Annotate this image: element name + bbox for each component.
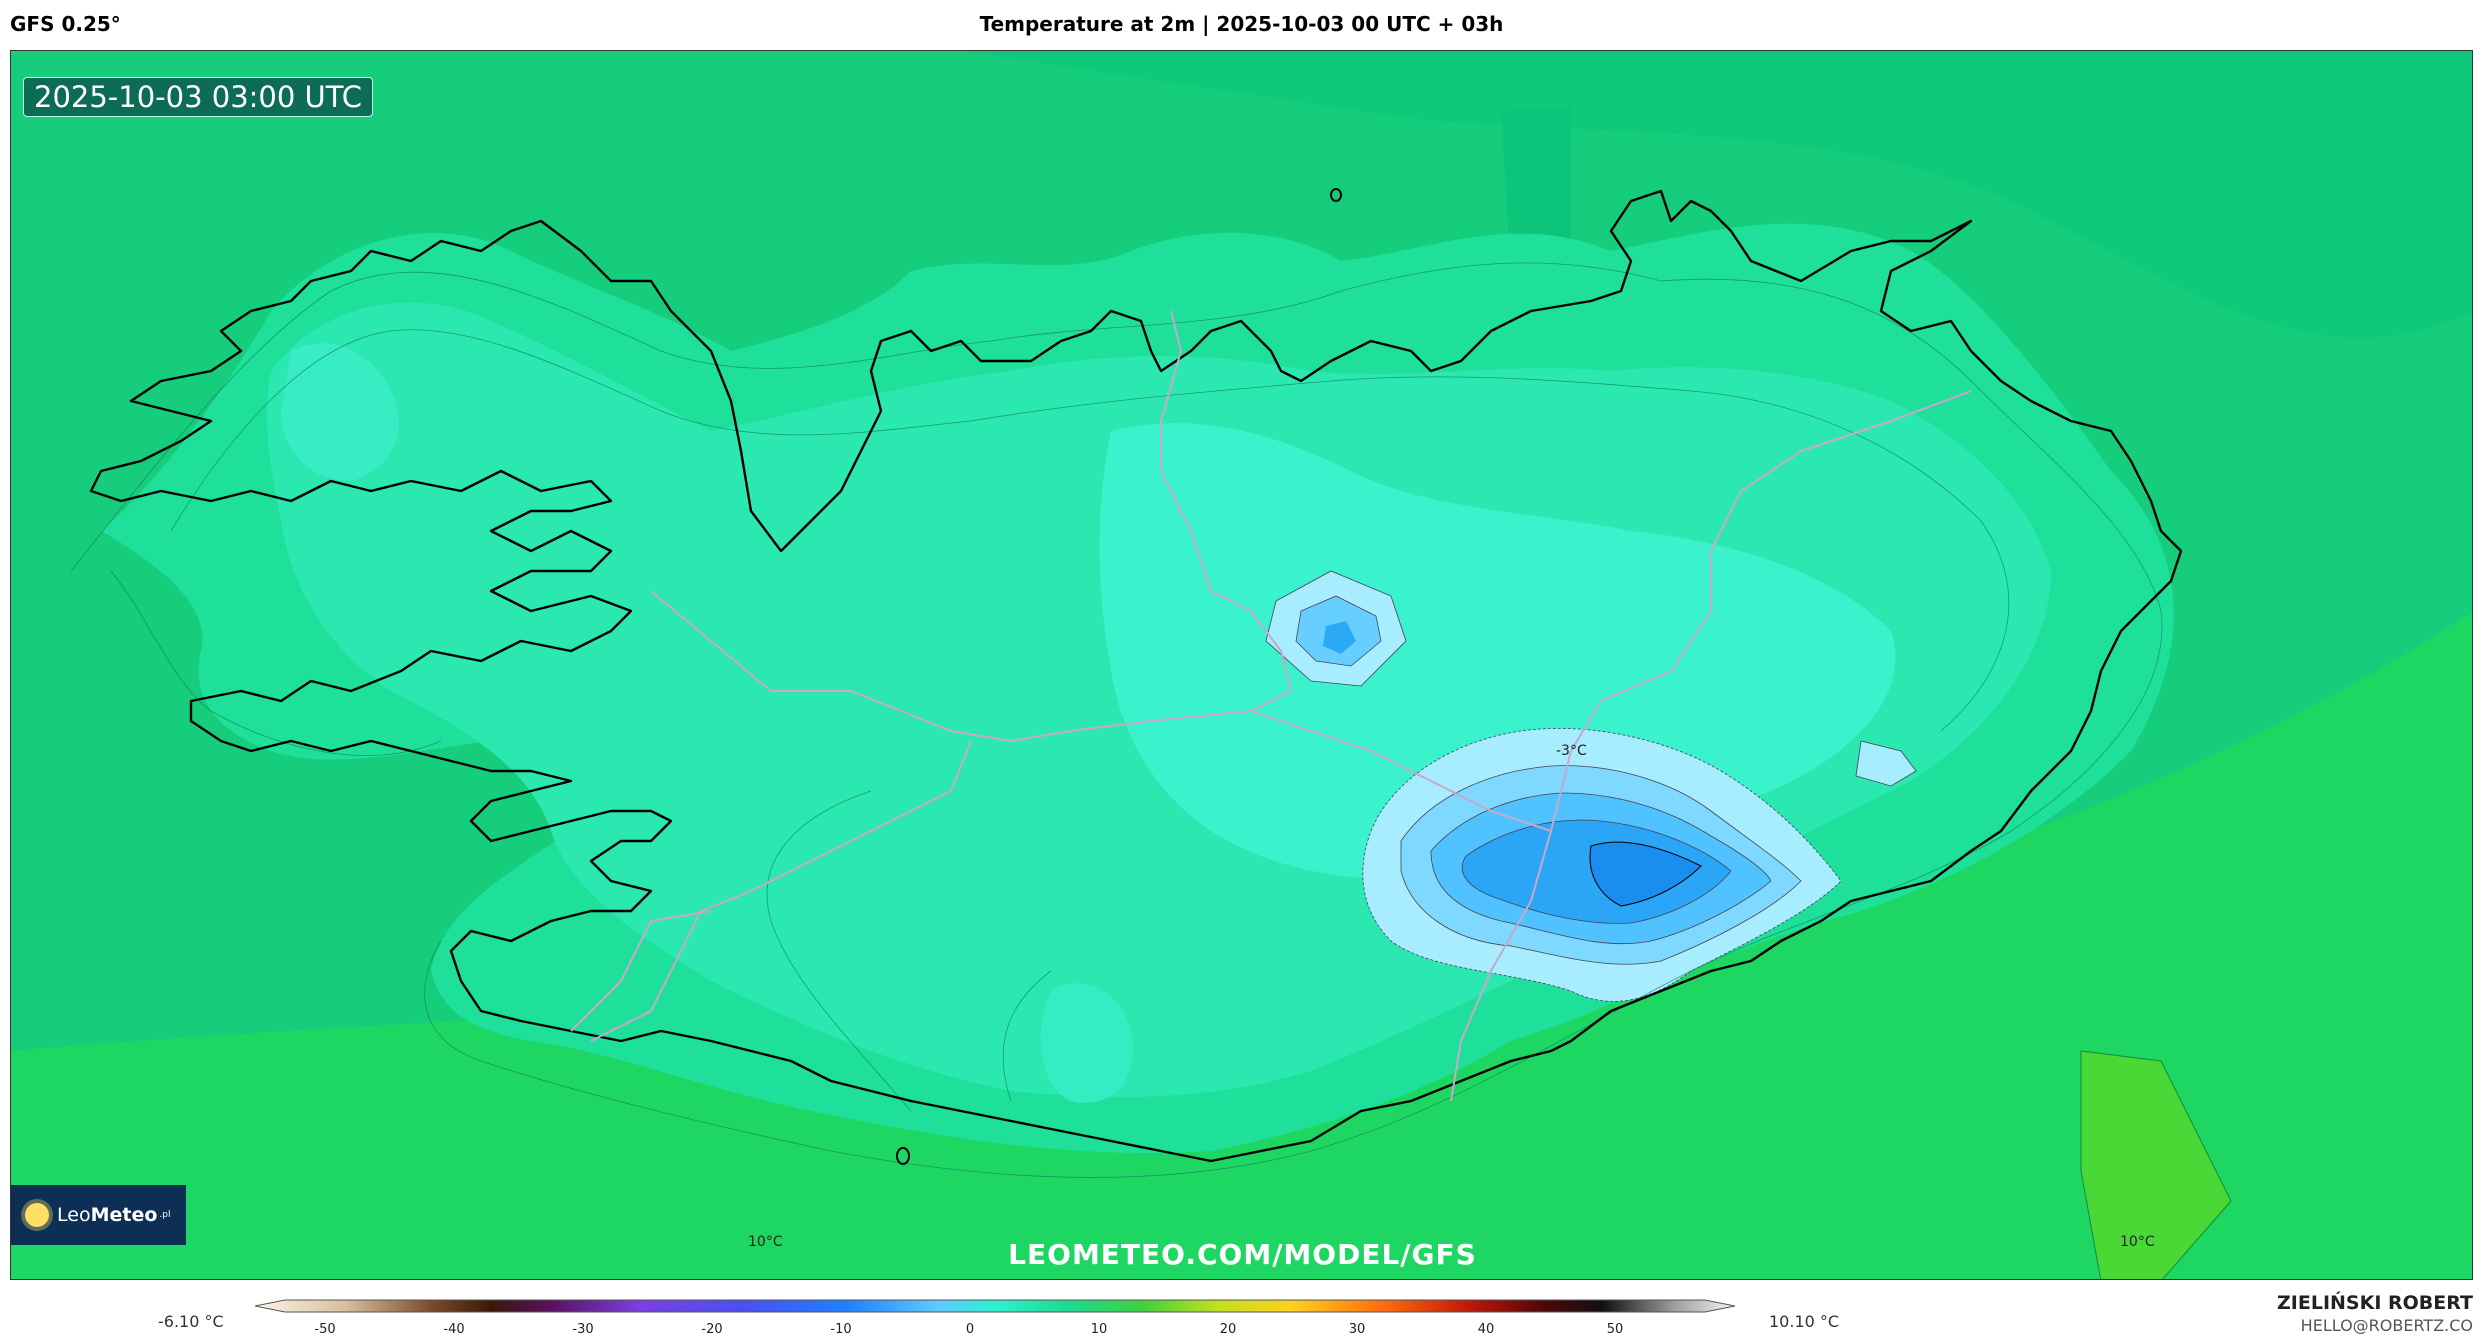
min-temp-label: -3°C xyxy=(1556,743,1587,759)
color-scale-tick: -20 xyxy=(701,1322,723,1337)
logo-suffix: .pl xyxy=(159,1210,171,1220)
color-scale-tick: -40 xyxy=(443,1322,465,1337)
sea-warm-patch xyxy=(2080,1050,2232,1279)
scale-max-label: 10.10 °C xyxy=(1769,1312,1840,1331)
color-scale-tick: 0 xyxy=(965,1322,975,1337)
color-scale-tick: -30 xyxy=(572,1322,594,1337)
map-title: Temperature at 2m | 2025-10-03 00 UTC + … xyxy=(979,12,1504,36)
color-scale-tick: -50 xyxy=(314,1322,336,1337)
color-scale-tick: 20 xyxy=(1219,1322,1237,1337)
valid-time-label: 2025-10-03 03:00 UTC xyxy=(23,77,374,117)
color-scale-bar xyxy=(255,1299,1735,1313)
leometeo-logo[interactable]: Leo Meteo .pl xyxy=(11,1185,186,1245)
color-scale-tick: -10 xyxy=(830,1322,852,1337)
sea-north-cool xyxy=(11,51,2472,338)
grimsey-island xyxy=(1330,188,1342,202)
author-name: ZIELIŃSKI ROBERT xyxy=(2277,1292,2473,1314)
color-scale-tick: 30 xyxy=(1348,1322,1366,1337)
source-watermark: LEOMETEO.COM/MODEL/GFS xyxy=(1008,1238,1477,1271)
coastline xyxy=(89,189,2183,1163)
color-scale-tick: 10 xyxy=(1090,1322,1108,1337)
logo-text-bold: Meteo xyxy=(90,1204,158,1226)
color-scale-tick: 40 xyxy=(1477,1322,1495,1337)
sea-temp-label-se: 10°C xyxy=(2120,1234,2155,1250)
author-email: HELLO@ROBERTZ.CO xyxy=(2300,1316,2473,1335)
model-name: GFS 0.25° xyxy=(10,12,121,36)
east-cold-spot xyxy=(1855,740,1917,787)
scale-min-label: -6.10 °C xyxy=(158,1312,224,1331)
hofsjokull-cold xyxy=(1265,570,1407,687)
color-scale-tick: 50 xyxy=(1606,1322,1624,1337)
sea-temp-label-sw: 10°C xyxy=(748,1234,783,1250)
westfjords-cool xyxy=(281,343,399,481)
south-cool xyxy=(1040,983,1133,1103)
temperature-map xyxy=(11,51,2472,1279)
map-panel[interactable]: 2025-10-03 03:00 UTC -3°C 10°C 10°C Leo M… xyxy=(10,50,2473,1280)
logo-text-light: Leo xyxy=(57,1204,91,1226)
vestmannaeyjar-island xyxy=(896,1147,910,1165)
sun-icon xyxy=(25,1203,49,1227)
roads xyxy=(570,310,1972,1102)
